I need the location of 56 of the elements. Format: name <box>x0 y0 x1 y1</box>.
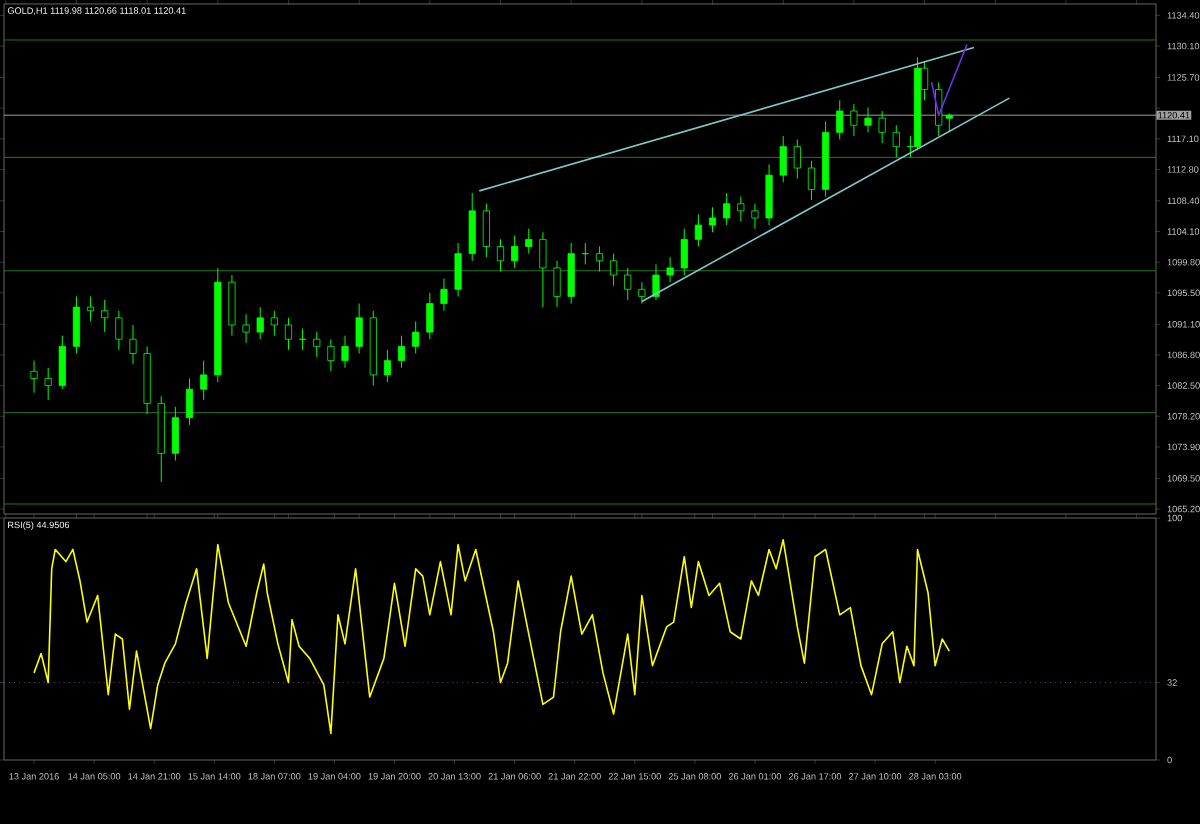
candlestick <box>567 242 575 305</box>
candlestick <box>87 295 95 322</box>
candlestick <box>638 281 646 305</box>
candlestick <box>878 110 886 144</box>
candlestick <box>228 274 236 337</box>
candlestick <box>426 292 434 340</box>
candlestick <box>171 406 179 461</box>
candlestick <box>666 256 674 283</box>
candlestick <box>200 360 208 401</box>
candlestick <box>779 135 787 183</box>
candlestick <box>397 335 406 369</box>
candlestick <box>807 160 816 201</box>
candlestick <box>652 263 660 301</box>
candlestick <box>412 320 420 354</box>
candlestick <box>892 124 900 158</box>
candlestick <box>383 349 391 383</box>
candlestick <box>723 192 731 226</box>
candlestick <box>737 196 745 223</box>
candlestick <box>539 231 547 308</box>
candlestick <box>256 306 264 340</box>
candlestick <box>680 228 688 276</box>
candlestick <box>44 367 52 401</box>
candlestick <box>850 103 858 137</box>
candlestick <box>610 253 618 287</box>
candlestick <box>694 213 702 248</box>
candlestick <box>341 335 349 369</box>
candlestick <box>101 299 109 333</box>
candlestick <box>496 238 505 272</box>
candlestick <box>129 324 137 365</box>
candlestick <box>440 278 448 312</box>
candlestick <box>270 310 278 337</box>
candlestick <box>511 235 519 269</box>
candlestick <box>836 99 844 141</box>
candlestick <box>242 313 250 344</box>
candlestick <box>30 360 38 394</box>
candlestick <box>595 246 604 272</box>
candlestick <box>185 377 194 426</box>
candlestick <box>454 242 462 297</box>
candlestick <box>793 139 801 180</box>
candlestick <box>58 335 66 390</box>
candlestick <box>327 338 335 372</box>
candlestick <box>553 260 561 308</box>
line-series <box>33 538 951 735</box>
candlestick <box>313 331 321 358</box>
candlestick <box>72 295 81 354</box>
candlestick <box>708 206 717 233</box>
candlestick <box>482 203 490 258</box>
candlestick <box>355 303 363 354</box>
candlestick <box>864 106 872 133</box>
candlestick <box>115 310 123 351</box>
candlestick <box>468 192 476 262</box>
candlestick <box>624 267 632 301</box>
candlestick <box>765 163 773 226</box>
candlestick <box>284 317 293 351</box>
candlestick <box>525 228 533 255</box>
candlestick <box>751 203 759 230</box>
